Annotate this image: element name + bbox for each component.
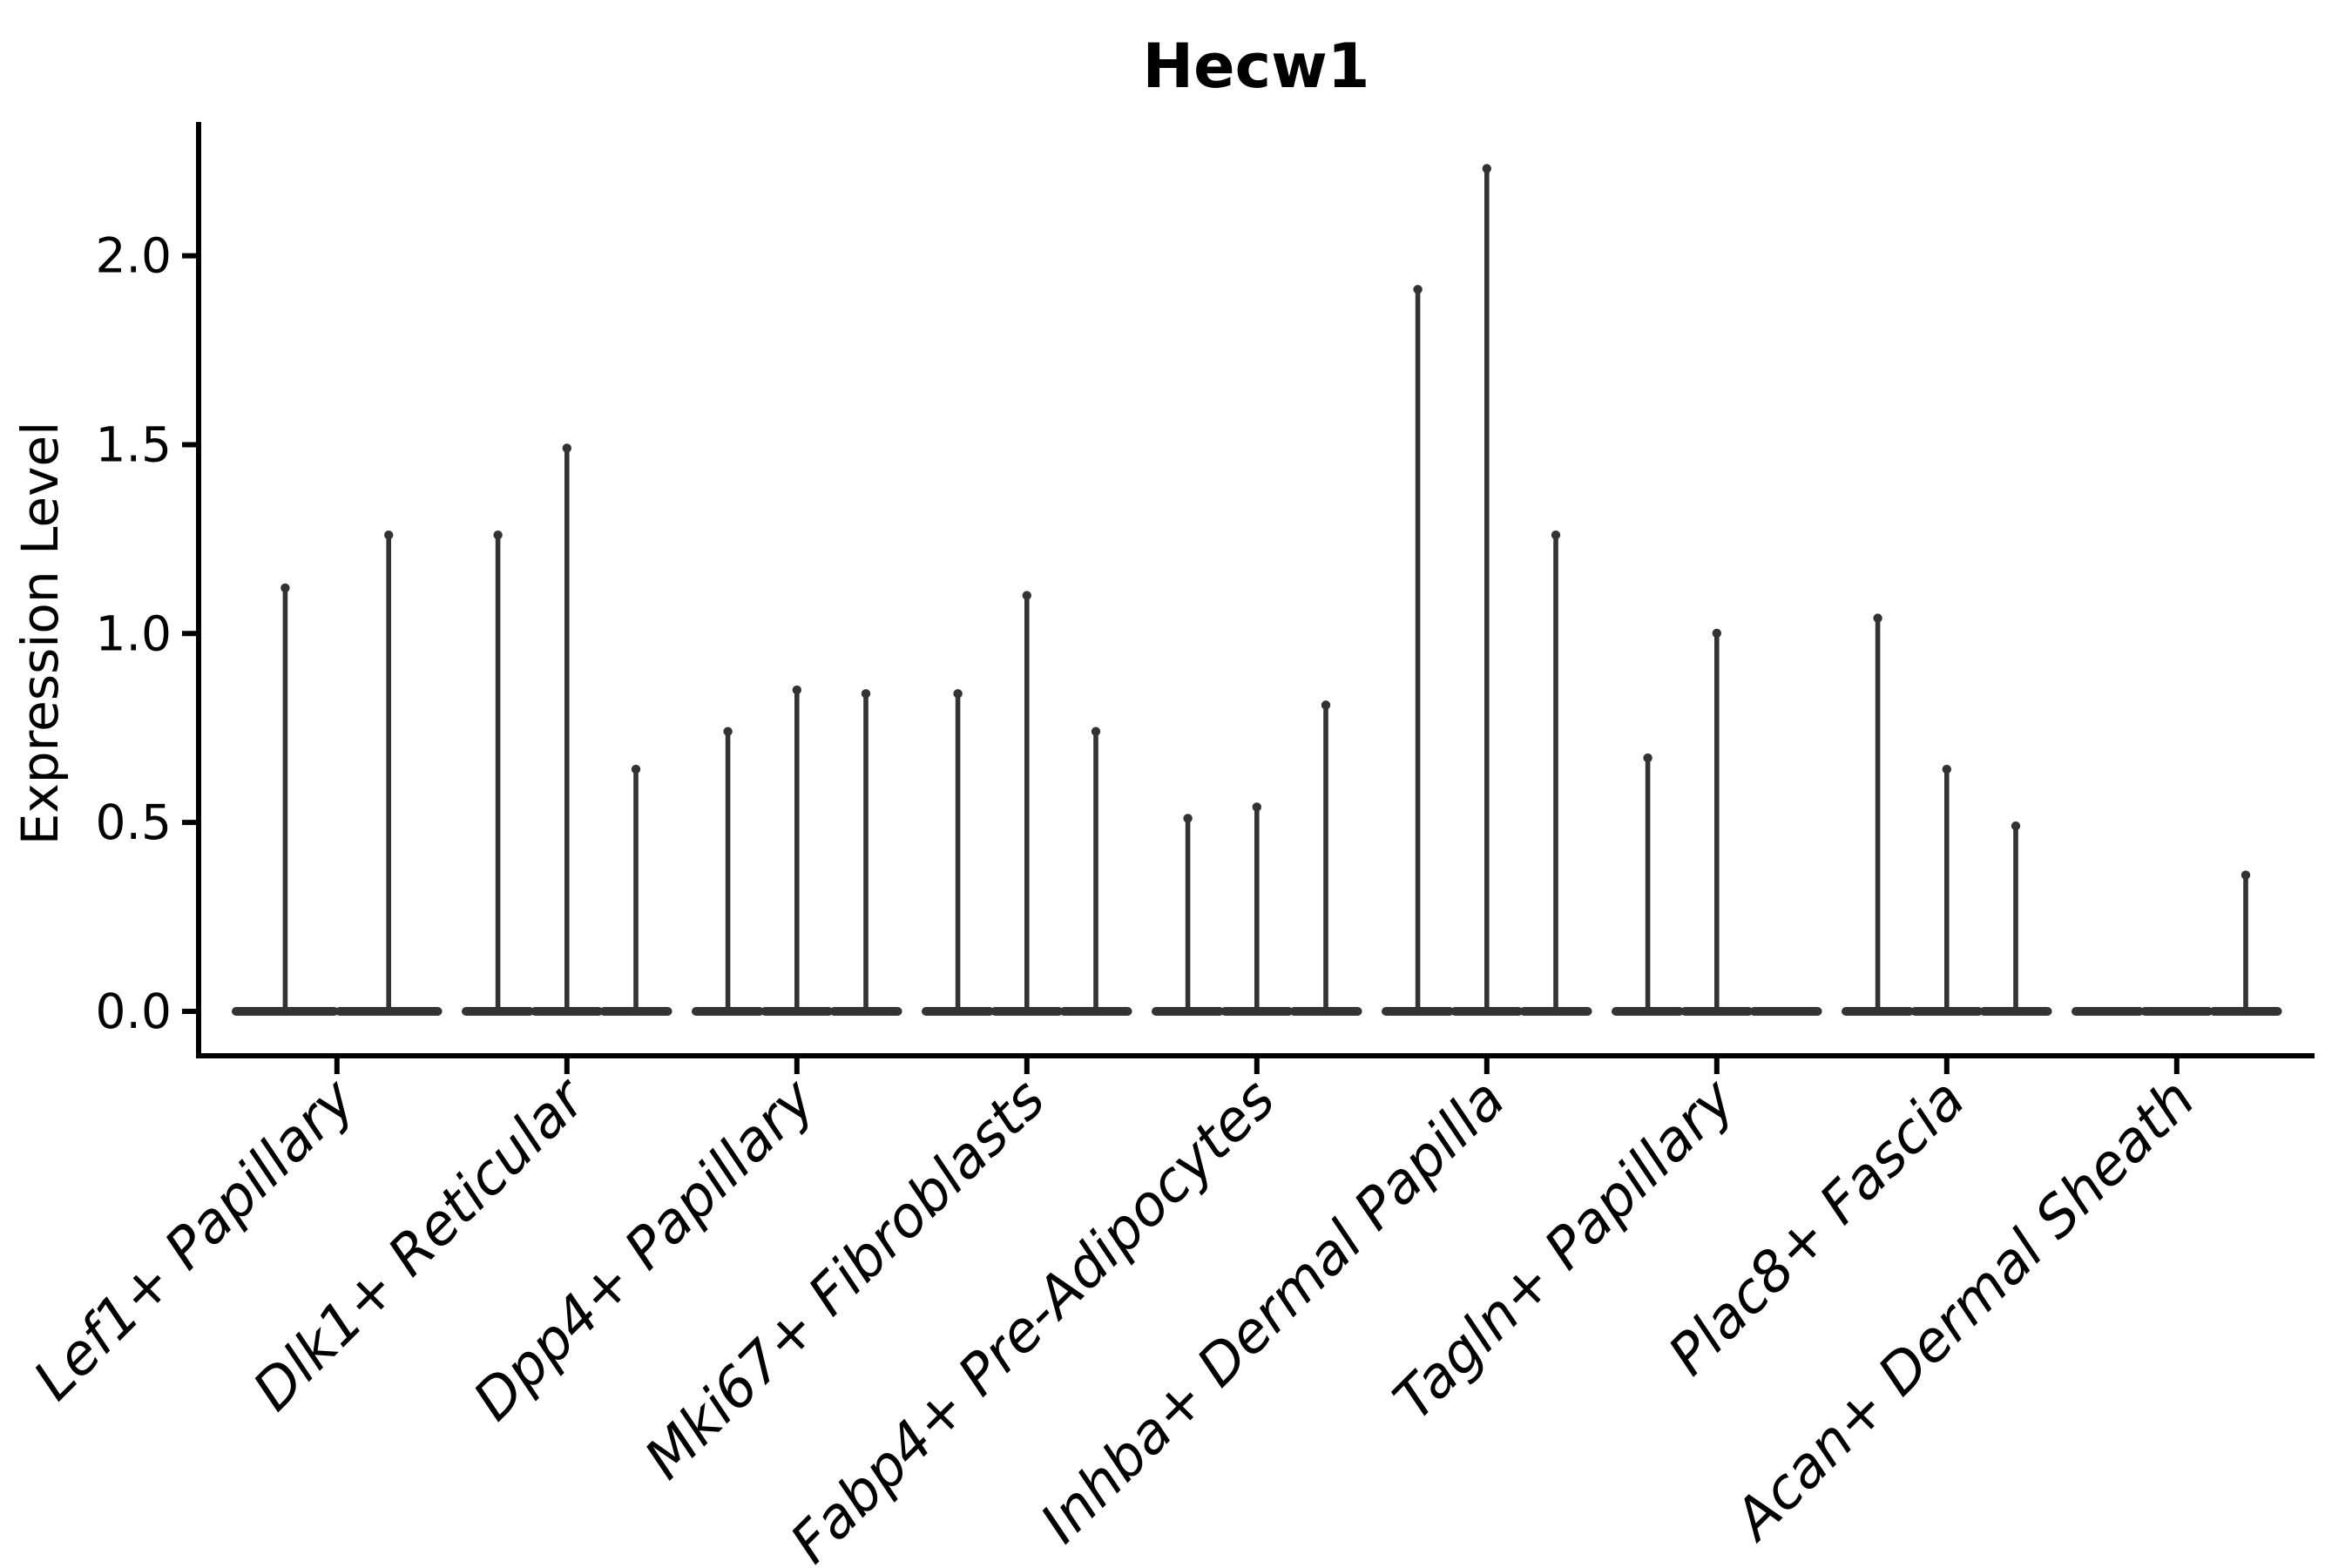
violin-spike-tip xyxy=(631,764,641,774)
violin-spike-tip xyxy=(2011,821,2021,831)
violin-spike-tip xyxy=(1482,164,1492,173)
violin-spike-tip xyxy=(1183,814,1193,823)
violin-spike-tip xyxy=(953,689,963,699)
violin-spike-tip xyxy=(1413,285,1423,294)
violin-spike-tip xyxy=(1712,628,1722,639)
y-tick-label: 1.5 xyxy=(96,416,172,472)
violin-spike-tip xyxy=(493,531,503,540)
y-tick-label: 1.0 xyxy=(96,605,172,661)
x-category-label: Inhba+ Dermal Papilla xyxy=(1029,1067,1517,1556)
y-tick-label: 0.0 xyxy=(96,983,172,1039)
violin-spike-tip xyxy=(723,727,733,736)
axis-layer xyxy=(182,122,2315,1074)
violin-spike-tip xyxy=(1551,531,1561,540)
y-tick-label: 0.5 xyxy=(96,794,172,850)
violin-spike-tip xyxy=(1321,700,1331,710)
violin-spike-tip xyxy=(1942,764,1951,774)
violin-spike-tip xyxy=(562,443,571,453)
x-category-label: Mki67+ Fibroblasts xyxy=(633,1067,1058,1492)
violin-layer xyxy=(232,164,2282,1016)
violin-spike-tip xyxy=(384,531,394,540)
y-axis-label: Expression Level xyxy=(10,422,70,845)
violin-spike-tip xyxy=(2240,870,2251,880)
violin-spike-tip xyxy=(1252,802,1262,812)
violin-spike-tip xyxy=(861,689,871,699)
x-category-label: Acan+ Dermal Sheath xyxy=(1720,1067,2207,1554)
x-category-label: Fabp4+ Pre-Adipocytes xyxy=(779,1067,1288,1568)
violin-spike-tip xyxy=(1643,753,1652,763)
y-tick-label: 2.0 xyxy=(96,228,172,284)
violin-spike-tip xyxy=(280,583,290,593)
violin-spike-tip xyxy=(1873,613,1882,623)
violin-spike-tip xyxy=(1091,727,1101,736)
violin-spike-tip xyxy=(1022,591,1032,600)
violin-spike-tip xyxy=(792,685,801,695)
chart-title: Hecw1 xyxy=(1143,30,1370,102)
